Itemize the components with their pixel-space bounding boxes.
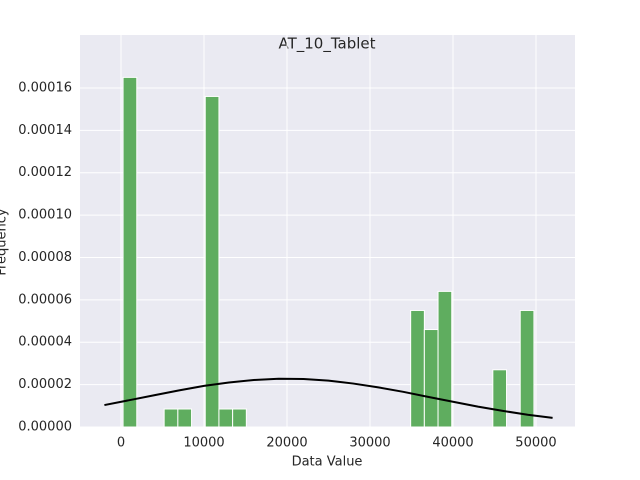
bar (177, 408, 193, 428)
bar (519, 309, 535, 428)
chart-title: AT_10_Tablet (278, 35, 375, 54)
y-tick-label: 0.00012 (18, 165, 72, 180)
x-tick-label: 0 (117, 436, 125, 451)
x-axis-label: Data Value (292, 455, 363, 470)
y-tick-label: 0.00014 (18, 123, 72, 138)
bar (492, 369, 508, 428)
x-tick-label: 30000 (349, 436, 390, 451)
y-tick-label: 0.00004 (18, 335, 72, 350)
bar (163, 408, 179, 428)
y-tick-label: 0.00016 (18, 80, 72, 95)
y-tick-label: 0.00002 (18, 377, 72, 392)
bar (232, 408, 247, 428)
y-axis-label: Frequency (0, 208, 10, 275)
y-tick-label: 0.00006 (18, 292, 72, 307)
x-tick-label: 50000 (515, 436, 556, 451)
x-tick-label: 10000 (183, 436, 224, 451)
bar (437, 290, 453, 428)
x-tick-label: 40000 (432, 436, 473, 451)
y-tick-label: 0.00008 (18, 250, 72, 265)
bar (204, 95, 220, 428)
density-curve (104, 377, 553, 419)
y-tick-label: 0.00010 (18, 208, 72, 223)
y-tick-label: 0.00000 (18, 420, 72, 435)
bar (122, 76, 138, 428)
x-tick-label: 20000 (266, 436, 307, 451)
bar (410, 309, 425, 428)
plot-area (80, 35, 575, 427)
bar (423, 329, 439, 428)
bar (218, 408, 234, 428)
